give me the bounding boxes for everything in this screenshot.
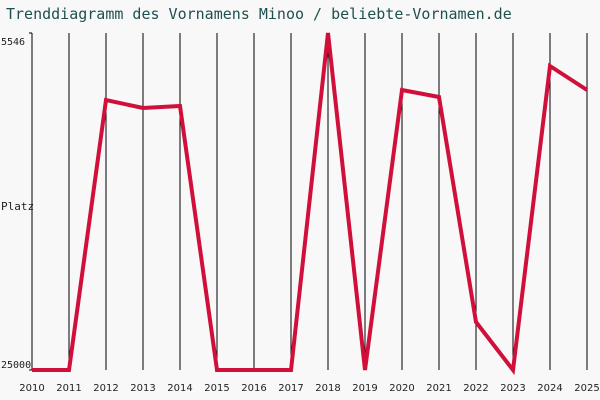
x-tick-label: 2020 [389, 383, 414, 394]
line [32, 32, 589, 376]
x-tick-label: 2018 [315, 383, 340, 394]
chart-title: Trenddiagramm des Vornamens Minoo / beli… [6, 5, 512, 23]
x-tick-label: 2011 [56, 383, 81, 394]
x-tick-label: 2021 [426, 383, 451, 394]
y-tick-label: 5546 [1, 37, 25, 48]
x-tick-label: 2023 [500, 383, 525, 394]
x-tick-label: 2013 [130, 383, 155, 394]
x-tick-label: 2012 [93, 383, 118, 394]
x-tick-label: 2022 [463, 383, 488, 394]
x-tick-label: 2024 [537, 383, 562, 394]
x-tick-label: 2017 [278, 383, 303, 394]
x-tick-label: 2015 [204, 383, 229, 394]
y-axis-label: Platz [1, 200, 34, 213]
x-tick-label: 2019 [352, 383, 377, 394]
x-tick-label: 2014 [167, 383, 192, 394]
x-tick-label: 2010 [19, 383, 44, 394]
y-tick-label: 25000 [1, 360, 31, 371]
x-tick-label: 2025 [574, 383, 599, 394]
x-tick-label: 2016 [241, 383, 266, 394]
